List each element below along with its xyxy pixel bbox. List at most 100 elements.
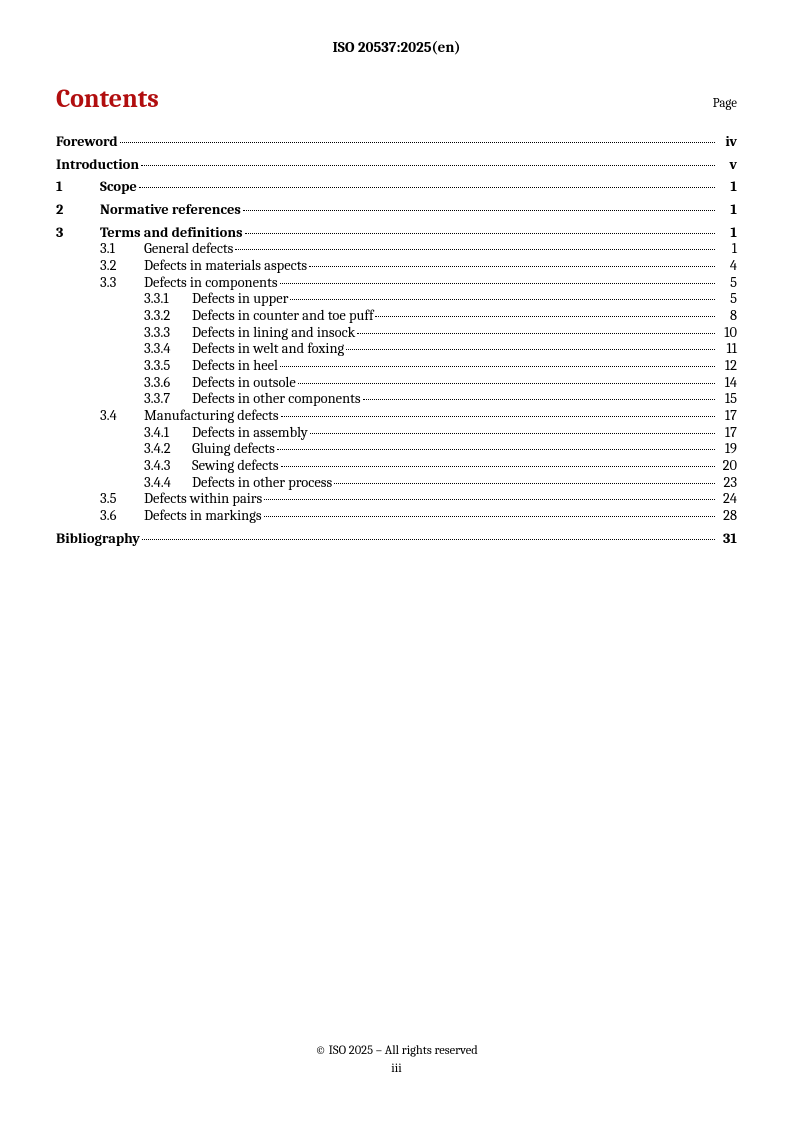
- toc-row: 3.3Defects in components 5: [56, 275, 737, 292]
- toc-page: 20: [717, 458, 737, 475]
- toc-row: 3.3.4Defects in welt and foxing11: [56, 341, 737, 358]
- toc-title: Defects in assembly: [192, 425, 310, 442]
- toc-title: Defects in materials aspects: [144, 258, 309, 275]
- toc-page: 19: [717, 441, 737, 458]
- toc-title: Defects within pairs: [144, 491, 264, 508]
- toc-title: Defects in components: [144, 275, 280, 292]
- doc-header: ISO 20537:2025(en): [56, 38, 737, 56]
- toc-row: 3.4.1Defects in assembly 17: [56, 425, 737, 442]
- toc-number: 3.3.2: [144, 308, 192, 325]
- dot-leader: [363, 399, 715, 400]
- toc-title: Bibliography: [56, 531, 142, 548]
- dot-leader: [281, 416, 715, 417]
- toc-page: 1: [717, 202, 737, 219]
- toc-title: Foreword: [56, 134, 120, 151]
- page-footer: © ISO 2025 – All rights reserved iii: [0, 1043, 793, 1078]
- toc-row: 3.1General defects1: [56, 241, 737, 258]
- toc-title: Defects in other process: [192, 475, 334, 492]
- toc-number: 2: [56, 202, 100, 219]
- toc-row: 3.3.2Defects in counter and toe puff 8: [56, 308, 737, 325]
- toc-page: 17: [717, 408, 737, 425]
- dot-leader: [243, 210, 715, 211]
- toc-number: 3.4.4: [144, 475, 192, 492]
- dot-leader: [281, 466, 715, 467]
- toc-number: 3.3.1: [144, 291, 192, 308]
- toc-row: Introductionv: [56, 157, 737, 174]
- toc-row: Forewordiv: [56, 134, 737, 151]
- toc-page: v: [717, 157, 737, 174]
- toc-page: 1: [717, 179, 737, 196]
- toc-row: 3.3.3Defects in lining and insock10: [56, 325, 737, 342]
- toc-title: Defects in welt and foxing: [192, 341, 346, 358]
- toc-title: Defects in other components: [192, 391, 363, 408]
- toc-number: 3.4.2: [144, 441, 192, 458]
- toc-page: 4: [717, 258, 737, 275]
- toc-row: Bibliography 31: [56, 531, 737, 548]
- toc-number: 3.3.7: [144, 391, 192, 408]
- toc-title: Scope: [100, 179, 139, 196]
- toc-page: 31: [717, 531, 737, 548]
- toc-number: 3: [56, 225, 100, 242]
- toc-row: 3.4.2Gluing defects 19: [56, 441, 737, 458]
- toc-title: Defects in upper: [192, 291, 290, 308]
- toc-row: 3.4.4Defects in other process23: [56, 475, 737, 492]
- dot-leader: [277, 449, 715, 450]
- dot-leader: [310, 433, 715, 434]
- toc-title: General defects: [144, 241, 235, 258]
- toc-page: 5: [717, 275, 737, 292]
- toc-page: 28: [717, 508, 737, 525]
- toc-row: 3.3.7Defects in other components 15: [56, 391, 737, 408]
- toc-title: Defects in counter and toe puff: [192, 308, 375, 325]
- dot-leader: [264, 516, 715, 517]
- dot-leader: [290, 299, 715, 300]
- page: ISO 20537:2025(en) Contents Page Forewor…: [0, 0, 793, 1122]
- toc-page: 5: [717, 291, 737, 308]
- toc-page: 14: [717, 375, 737, 392]
- toc-row: 1Scope1: [56, 179, 737, 196]
- toc-row: 3.3.5Defects in heel12: [56, 358, 737, 375]
- dot-leader: [309, 266, 715, 267]
- toc-title: Defects in heel: [192, 358, 280, 375]
- toc-page: 17: [717, 425, 737, 442]
- dot-leader: [245, 233, 715, 234]
- toc-title: Gluing defects: [192, 441, 277, 458]
- dot-leader: [357, 333, 715, 334]
- toc-number: 3.6: [100, 508, 144, 525]
- dot-leader: [298, 383, 715, 384]
- toc-number: 3.4.3: [144, 458, 192, 475]
- toc-page: 24: [717, 491, 737, 508]
- toc-page: 15: [717, 391, 737, 408]
- toc-number: 3.3.3: [144, 325, 192, 342]
- toc-page: 1: [717, 241, 737, 258]
- toc-title: Sewing defects: [192, 458, 281, 475]
- dot-leader: [280, 366, 715, 367]
- toc-number: 1: [56, 179, 100, 196]
- toc-title: Manufacturing defects: [144, 408, 281, 425]
- page-column-label: Page: [713, 96, 737, 111]
- toc-number: 3.4.1: [144, 425, 192, 442]
- toc-row: 3.2Defects in materials aspects4: [56, 258, 737, 275]
- dot-leader: [375, 316, 715, 317]
- dot-leader: [120, 142, 715, 143]
- toc-row: 3.4Manufacturing defects 17: [56, 408, 737, 425]
- toc-title: Defects in markings: [144, 508, 264, 525]
- toc-number: 3.3.6: [144, 375, 192, 392]
- toc-page: 1: [717, 225, 737, 242]
- dot-leader: [141, 165, 715, 166]
- table-of-contents: ForewordivIntroductionv1Scope12Normative…: [56, 134, 737, 547]
- dot-leader: [139, 187, 715, 188]
- toc-number: 3.4: [100, 408, 144, 425]
- toc-page: 8: [717, 308, 737, 325]
- toc-page: 11: [717, 341, 737, 358]
- toc-row: 3.3.6Defects in outsole14: [56, 375, 737, 392]
- toc-number: 3.3: [100, 275, 144, 292]
- toc-page: 12: [717, 358, 737, 375]
- toc-row: 3.6Defects in markings 28: [56, 508, 737, 525]
- dot-leader: [142, 539, 715, 540]
- toc-title: Terms and definitions: [100, 225, 245, 242]
- toc-title: Normative references: [100, 202, 243, 219]
- toc-row: 3.5Defects within pairs24: [56, 491, 737, 508]
- dot-leader: [280, 283, 715, 284]
- footer-copyright: © ISO 2025 – All rights reserved: [0, 1043, 793, 1061]
- toc-row: 3Terms and definitions 1: [56, 225, 737, 242]
